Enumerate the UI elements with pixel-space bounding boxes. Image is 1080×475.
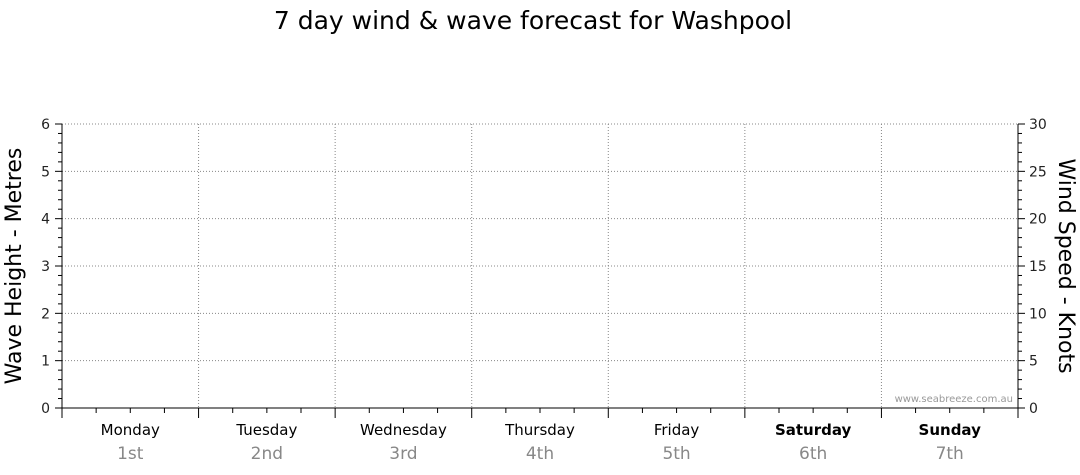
y-left-tick-label: 1 [41,354,50,370]
y-right-tick-label: 0 [1029,401,1038,417]
x-date-label: 2nd [251,444,283,464]
y-left-tick-label: 2 [41,306,50,322]
x-day-label: Tuesday [235,421,297,439]
grid [62,123,1018,408]
y-left-tick-label: 0 [41,401,50,417]
y-right-tick-label: 10 [1029,306,1047,322]
y-left-tick-label: 5 [41,164,50,180]
y-right-tick-label: 25 [1029,164,1047,180]
y-right-tick-label: 5 [1029,354,1038,370]
y-left-tick-label: 6 [41,117,50,133]
x-day-label: Wednesday [360,421,447,439]
chart-title: 7 day wind & wave forecast for Washpool [274,6,792,35]
x-day-label: Saturday [775,421,852,439]
tick-labels: 0 1 2 3 4 5 6 0 5 10 15 20 25 30 Monday 1st Tuesday 2nd We… [41,117,1047,464]
y-right-tick-label: 30 [1029,117,1047,133]
y-axis-left-title: Wave Height - Metres [2,148,27,385]
x-date-label: 7th [936,444,964,464]
y-left-tick-label: 3 [41,259,50,275]
y-right-tick-label: 20 [1029,212,1047,228]
x-date-label: 1st [117,444,144,464]
x-day-label: Sunday [919,421,982,439]
axes [55,123,1025,418]
x-date-label: 6th [799,444,827,464]
x-day-label: Friday [654,421,700,439]
x-date-label: 3rd [389,444,417,464]
x-date-label: 4th [526,444,554,464]
y-axis-right-title: Wind Speed - Knots [1053,158,1078,373]
watermark: www.seabreeze.com.au [895,394,1013,405]
y-right-tick-label: 15 [1029,259,1047,275]
x-day-label: Thursday [504,421,575,439]
y-left-tick-label: 4 [41,212,50,228]
x-day-label: Monday [101,421,160,439]
x-date-label: 5th [662,444,690,464]
